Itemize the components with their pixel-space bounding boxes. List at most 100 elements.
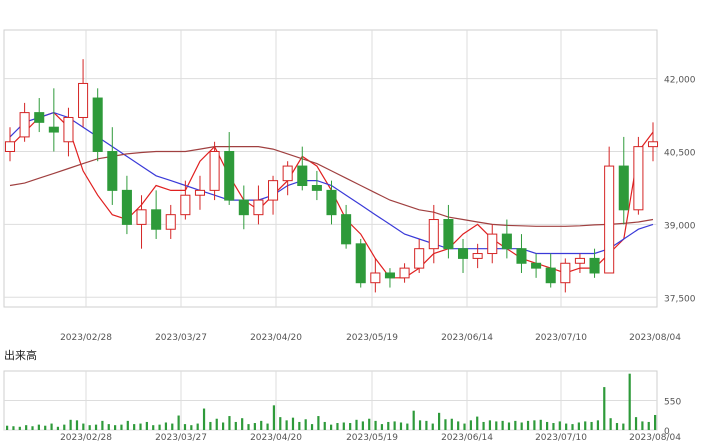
price-x-tick-label: 2023/07/10 bbox=[535, 333, 587, 343]
candles bbox=[4, 59, 659, 293]
candle bbox=[63, 107, 74, 157]
candle bbox=[399, 263, 410, 283]
candle bbox=[545, 253, 556, 288]
candle bbox=[48, 88, 59, 152]
candle bbox=[253, 185, 264, 225]
volume-x-tick-label: 2023/06/14 bbox=[441, 433, 493, 442]
volume-bar bbox=[615, 423, 619, 430]
candle bbox=[311, 170, 322, 201]
candle-body bbox=[282, 165, 293, 182]
candle bbox=[604, 146, 615, 274]
candle bbox=[370, 258, 381, 293]
candle-body bbox=[472, 253, 483, 259]
candle-body bbox=[19, 112, 30, 138]
volume-bar bbox=[552, 423, 555, 430]
candle bbox=[472, 243, 483, 269]
candle-body bbox=[370, 272, 381, 284]
volume-bar bbox=[31, 426, 34, 430]
volume-title: 出来高 bbox=[4, 348, 37, 362]
volume-bar bbox=[241, 418, 244, 430]
volume-bar bbox=[209, 421, 212, 430]
candle-body bbox=[326, 189, 337, 216]
volume-bar bbox=[361, 421, 364, 430]
candle bbox=[4, 127, 16, 162]
candle-body bbox=[63, 116, 74, 143]
volume-bar bbox=[126, 420, 129, 430]
volume-bar bbox=[596, 420, 600, 430]
volume-bar bbox=[63, 424, 66, 430]
volume-bar bbox=[183, 424, 187, 430]
candle-body bbox=[574, 257, 585, 264]
volume-bar bbox=[584, 421, 587, 430]
volume-bar bbox=[406, 423, 409, 430]
volume-bar bbox=[298, 421, 301, 430]
candle bbox=[326, 180, 337, 225]
candle-body bbox=[224, 150, 235, 201]
volume-bar bbox=[368, 418, 371, 430]
volume-bar bbox=[514, 420, 517, 430]
candle bbox=[92, 88, 103, 162]
candle bbox=[165, 204, 176, 239]
volume-bar bbox=[641, 421, 644, 430]
price-x-tick-label: 2023/02/28 bbox=[60, 333, 112, 343]
candle-body bbox=[121, 189, 132, 225]
volume-bar bbox=[418, 420, 422, 430]
volume-bar bbox=[37, 424, 40, 430]
candle-body bbox=[92, 97, 103, 152]
candle-body bbox=[428, 219, 439, 250]
candle bbox=[78, 59, 89, 128]
volume-bar bbox=[539, 419, 542, 430]
price-x-tick-label: 2023/08/04 bbox=[629, 333, 681, 343]
candle bbox=[151, 190, 162, 239]
volume-bar bbox=[177, 415, 180, 430]
volume-bar bbox=[425, 420, 428, 430]
volume-bar bbox=[628, 373, 631, 430]
volume-bar bbox=[260, 420, 263, 430]
volume-bar bbox=[546, 421, 549, 430]
candle bbox=[19, 102, 30, 142]
volume-bar bbox=[228, 416, 231, 430]
volume-bar bbox=[222, 422, 225, 430]
price-y-tick-label: 42,000 bbox=[664, 76, 696, 86]
price-y-tick-label: 40,500 bbox=[664, 148, 696, 158]
candle-body bbox=[194, 189, 206, 196]
volume-bar bbox=[114, 425, 117, 430]
volume-bar bbox=[279, 417, 282, 430]
candle bbox=[574, 253, 585, 273]
price-panel bbox=[3, 29, 658, 308]
candle bbox=[560, 258, 571, 293]
volume-bar bbox=[577, 422, 580, 430]
price-y-tick-label: 37,500 bbox=[664, 294, 696, 304]
candle-body bbox=[107, 150, 118, 191]
volume-bar bbox=[285, 420, 288, 430]
volume-bar bbox=[304, 419, 307, 430]
volume-bar bbox=[558, 421, 561, 430]
volume-bar bbox=[330, 424, 333, 430]
candle-body bbox=[633, 146, 644, 211]
volume-bar bbox=[342, 422, 345, 430]
volume-bar bbox=[234, 421, 237, 430]
candle bbox=[224, 132, 235, 205]
candle-body bbox=[180, 194, 191, 216]
candle-body bbox=[545, 267, 556, 284]
volume-bar bbox=[120, 424, 123, 430]
candle bbox=[194, 175, 206, 210]
volume-bar bbox=[336, 423, 339, 430]
volume-bar bbox=[272, 405, 276, 430]
volume-bar bbox=[520, 422, 523, 430]
candle bbox=[414, 238, 425, 273]
volume-bars bbox=[6, 373, 657, 430]
candle bbox=[647, 122, 659, 162]
candle bbox=[34, 98, 45, 133]
volume-bar bbox=[69, 419, 72, 430]
volume-bar bbox=[317, 416, 320, 430]
volume-bar bbox=[196, 423, 199, 430]
volume-bar bbox=[380, 424, 384, 430]
volume-bar bbox=[323, 421, 326, 430]
volume-x-tick-label: 2023/03/27 bbox=[155, 433, 207, 442]
candle bbox=[618, 136, 629, 225]
volume-bar bbox=[145, 421, 148, 430]
volume-y-tick-label: 550 bbox=[664, 398, 681, 408]
volume-bar bbox=[75, 420, 79, 430]
